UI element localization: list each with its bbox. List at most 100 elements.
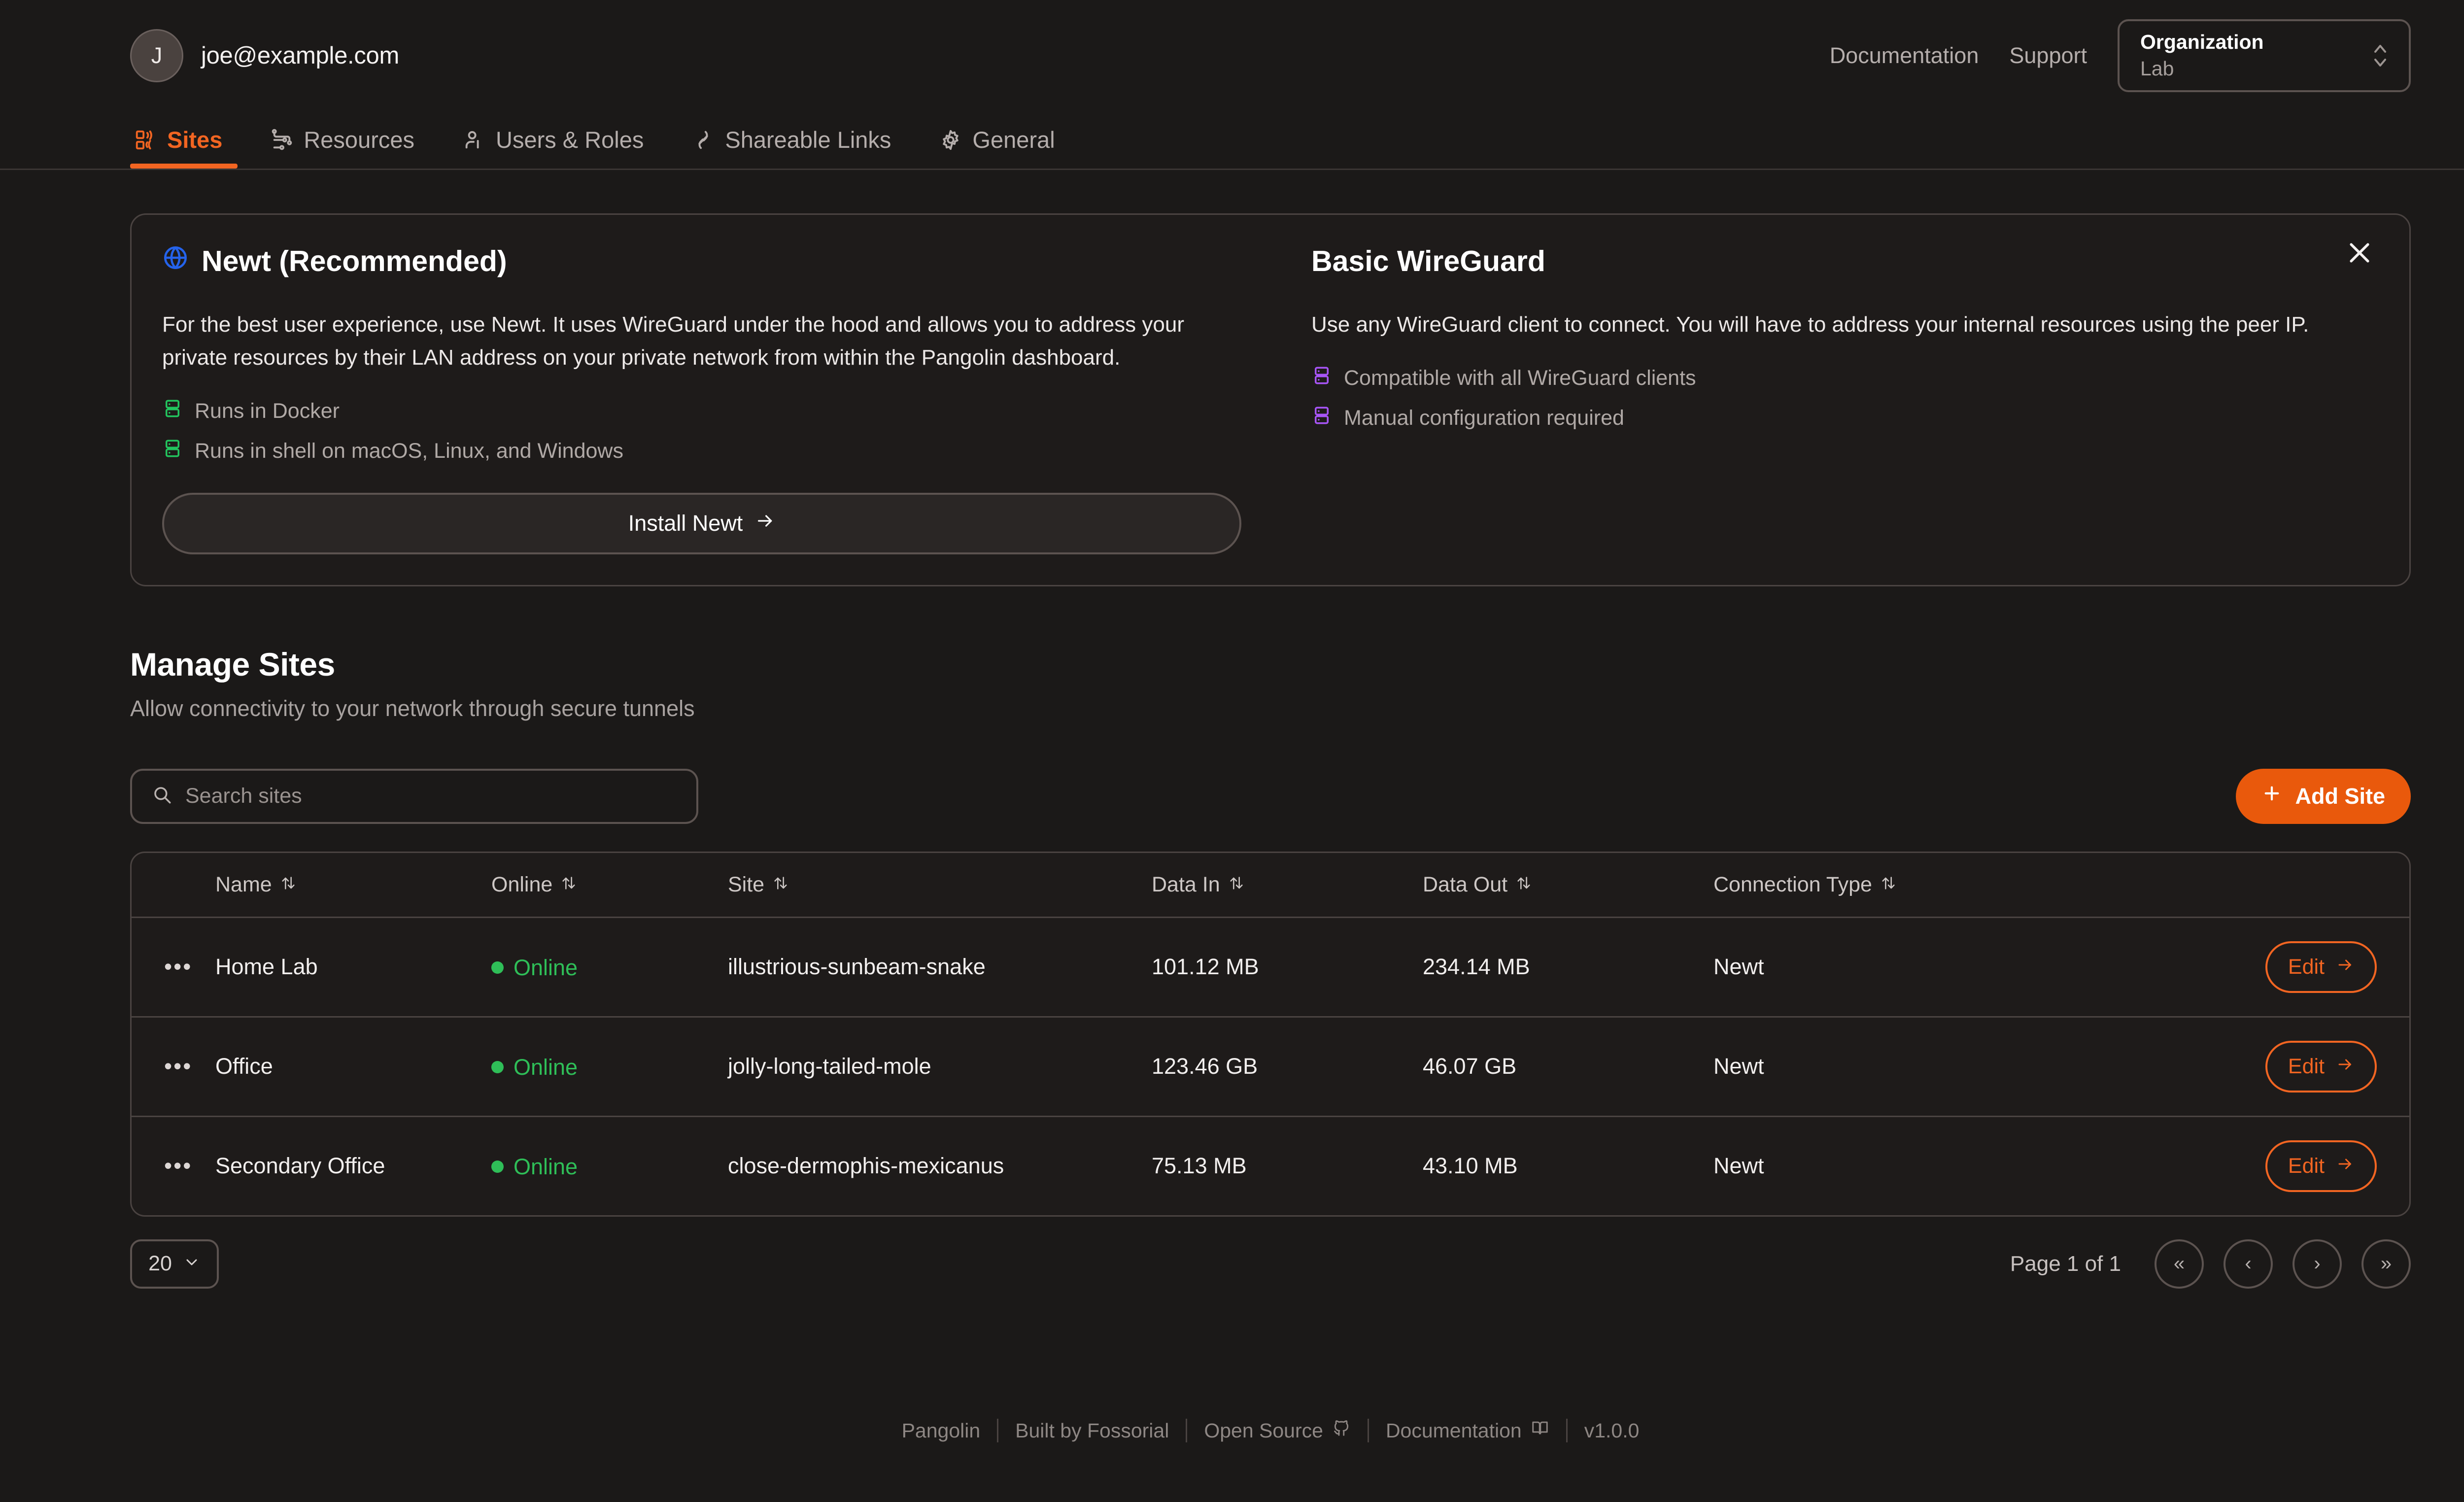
- row-connection-type: Newt: [1713, 1153, 1764, 1179]
- page-footer: Pangolin Built by Fossorial Open Source …: [0, 1359, 2464, 1502]
- documentation-link[interactable]: Documentation: [1829, 42, 1979, 68]
- sort-icon: [1228, 873, 1245, 897]
- th-connection-type[interactable]: Connection Type: [1713, 853, 2157, 918]
- th-menu: [132, 853, 215, 918]
- page-subtitle: Allow connectivity to your network throu…: [130, 695, 695, 721]
- row-actions: Edit: [2157, 917, 2409, 1018]
- install-newt-button[interactable]: Install Newt: [162, 492, 1241, 554]
- row-connection-type: Newt: [1713, 1017, 2157, 1117]
- th-name[interactable]: Name: [215, 853, 491, 918]
- edit-button[interactable]: Edit: [2265, 941, 2377, 993]
- globe-icon: [162, 244, 189, 278]
- avatar[interactable]: J: [130, 29, 183, 82]
- row-actions: Edit: [2157, 1017, 2409, 1117]
- edit-label: Edit: [2288, 1054, 2325, 1078]
- newt-title-row: Newt (Recommended): [162, 244, 1217, 278]
- footer-version: v1.0.0: [1584, 1419, 1640, 1442]
- newt-title: Newt (Recommended): [202, 245, 507, 277]
- sort-icon: [1880, 873, 1897, 897]
- footer-documentation[interactable]: Documentation: [1369, 1419, 1566, 1442]
- connection-methods-card: Newt (Recommended) For the best user exp…: [130, 213, 2411, 586]
- user-block[interactable]: J joe@example.com: [130, 29, 399, 82]
- last-page-button[interactable]: »: [2361, 1239, 2411, 1289]
- status-badge: Online: [513, 1054, 578, 1080]
- organization-selector[interactable]: Organization Lab: [2118, 19, 2411, 92]
- sort-icon: [772, 873, 789, 897]
- resources-icon: [271, 129, 293, 151]
- previous-page-button[interactable]: ‹: [2224, 1239, 2273, 1289]
- tab-users-roles[interactable]: Users & Roles: [439, 111, 668, 169]
- newt-column: Newt (Recommended) For the best user exp…: [162, 244, 1286, 554]
- row-data-in: 123.46 GB: [1152, 1017, 1423, 1117]
- footer-open-source[interactable]: Open Source: [1187, 1419, 1368, 1442]
- row-data-out: 234.14 MB: [1423, 917, 1713, 1018]
- tab-sites[interactable]: Sites: [130, 111, 246, 169]
- tab-shareable-links[interactable]: Shareable Links: [668, 111, 915, 169]
- tab-shareable-links-label: Shareable Links: [725, 127, 891, 153]
- th-data-in-label: Data In: [1152, 872, 1220, 896]
- row-menu-button[interactable]: •••: [132, 1017, 215, 1117]
- th-name-label: Name: [215, 872, 272, 896]
- main-content: Newt (Recommended) For the best user exp…: [0, 170, 2464, 1359]
- search-icon: [152, 785, 172, 808]
- github-icon: [1332, 1419, 1351, 1442]
- edit-label: Edit: [2288, 1154, 2325, 1178]
- row-name: Office: [215, 1017, 491, 1117]
- close-icon[interactable]: [2340, 234, 2379, 272]
- sort-icon: [280, 873, 297, 897]
- table-row: ••• Home Lab Online illustrious-sunbeam-…: [132, 917, 2409, 1018]
- wireguard-description: Use any WireGuard client to connect. You…: [1311, 312, 2309, 337]
- next-page-button[interactable]: ›: [2293, 1239, 2342, 1289]
- tab-general[interactable]: General: [915, 111, 1079, 169]
- first-page-button[interactable]: «: [2155, 1239, 2204, 1289]
- row-data-out: 46.07 GB: [1423, 1017, 1713, 1117]
- row-menu-button[interactable]: •••: [132, 917, 215, 1018]
- th-data-in[interactable]: Data In: [1152, 853, 1423, 918]
- more-options-icon: •••: [164, 954, 193, 980]
- status-badge: Online: [513, 1154, 578, 1179]
- row-menu-button[interactable]: •••: [132, 1116, 215, 1215]
- user-email: joe@example.com: [201, 42, 400, 69]
- page-indicator: Page 1 of 1: [2010, 1251, 2121, 1276]
- footer-pangolin: Pangolin: [901, 1419, 981, 1442]
- link-icon: [692, 129, 715, 151]
- th-data-out[interactable]: Data Out: [1423, 853, 1713, 918]
- th-site[interactable]: Site: [728, 853, 1152, 918]
- tab-general-label: General: [972, 127, 1055, 153]
- search-box[interactable]: [130, 768, 698, 824]
- status-dot-icon: [491, 1161, 504, 1173]
- sites-toolbar: Add Site: [130, 768, 2411, 824]
- footer-separator: [1367, 1419, 1369, 1442]
- sort-icon: [1515, 873, 1532, 897]
- table-header-row: Name Online: [132, 853, 2409, 918]
- arrow-right-icon: [2336, 955, 2354, 979]
- arrow-right-icon: [2336, 1055, 2354, 1079]
- server-icon: [1311, 405, 1332, 431]
- sort-icon: [560, 873, 577, 897]
- row-site: jolly-long-tailed-mole: [728, 1017, 1152, 1117]
- install-newt-label: Install Newt: [628, 511, 743, 536]
- tab-resources[interactable]: Resources: [246, 111, 439, 169]
- search-input[interactable]: [185, 784, 677, 809]
- wireguard-bullet-compatible-label: Compatible with all WireGuard clients: [1344, 366, 1696, 390]
- edit-button[interactable]: Edit: [2265, 1040, 2377, 1092]
- sites-icon: [134, 129, 157, 151]
- more-options-icon: •••: [164, 1053, 193, 1079]
- edit-label: Edit: [2288, 955, 2325, 979]
- edit-button[interactable]: Edit: [2265, 1140, 2377, 1192]
- add-site-button[interactable]: Add Site: [2236, 768, 2411, 824]
- newt-bullet-docker: Runs in Docker: [162, 398, 1217, 424]
- th-online[interactable]: Online: [491, 853, 728, 918]
- page-size-select[interactable]: 20: [130, 1239, 219, 1289]
- support-link[interactable]: Support: [2009, 42, 2087, 68]
- wireguard-title: Basic WireGuard: [1311, 245, 1545, 277]
- row-name: Secondary Office: [215, 1153, 385, 1179]
- book-icon: [1531, 1419, 1549, 1442]
- server-icon: [1311, 365, 1332, 391]
- gear-icon: [939, 129, 962, 151]
- row-data-out: 43.10 MB: [1423, 1153, 1518, 1179]
- wireguard-bullet-manual-label: Manual configuration required: [1344, 406, 1624, 430]
- row-site: illustrious-sunbeam-snake: [728, 917, 1152, 1018]
- footer-separator: [1186, 1419, 1188, 1442]
- arrow-right-icon: [2336, 1154, 2354, 1178]
